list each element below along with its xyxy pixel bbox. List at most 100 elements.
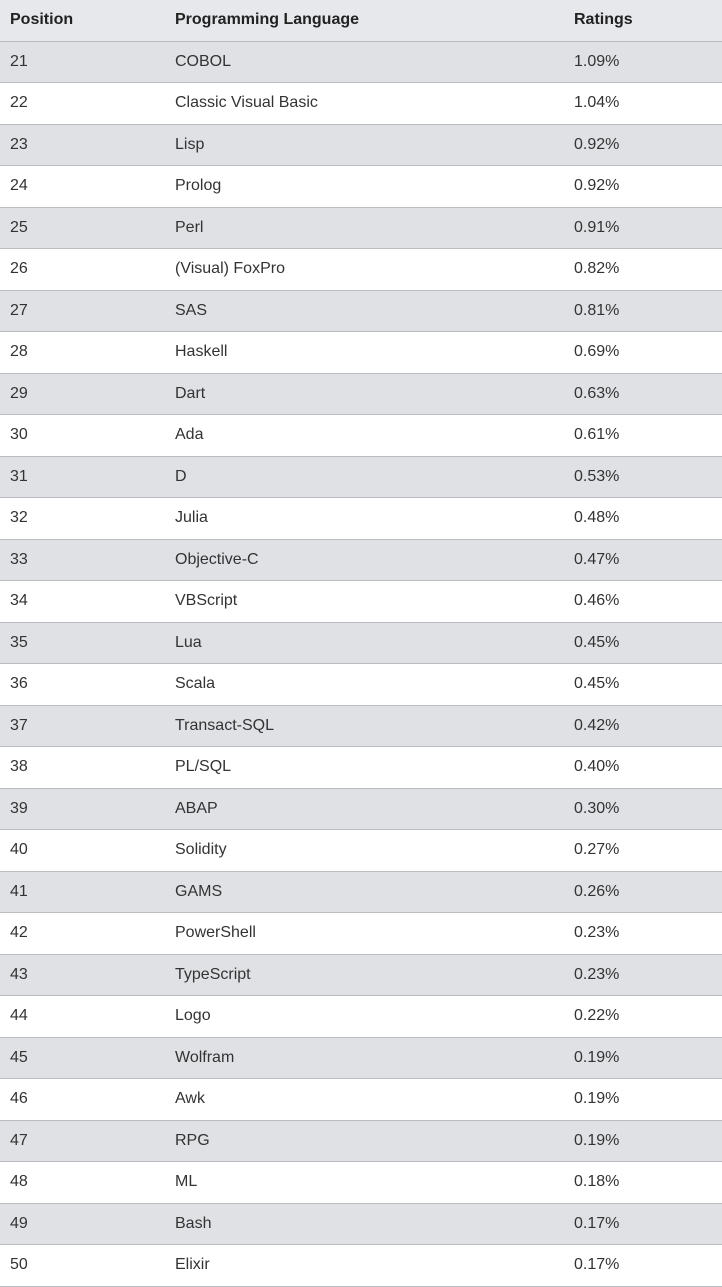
rating-cell: 0.47%	[574, 539, 722, 581]
position-cell: 42	[0, 912, 175, 955]
rating-cell: 0.42%	[574, 705, 722, 747]
position-cell: 21	[0, 41, 175, 83]
table-row: 30 Ada 0.61%	[0, 414, 722, 457]
language-cell: Perl	[175, 207, 574, 249]
table-row: 49 Bash 0.17%	[0, 1203, 722, 1245]
position-cell: 22	[0, 82, 175, 125]
language-cell: TypeScript	[175, 954, 574, 996]
table-row: 34 VBScript 0.46%	[0, 580, 722, 623]
table-header: Position Programming Language Ratings	[0, 0, 722, 42]
position-cell: 47	[0, 1120, 175, 1162]
rating-cell: 0.92%	[574, 124, 722, 166]
table-row: 38 PL/SQL 0.40%	[0, 746, 722, 789]
language-cell: Awk	[175, 1078, 574, 1121]
table-row: 33 Objective-C 0.47%	[0, 539, 722, 581]
table-row: 36 Scala 0.45%	[0, 663, 722, 706]
rating-cell: 0.19%	[574, 1078, 722, 1121]
table-row: 50 Elixir 0.17%	[0, 1244, 722, 1287]
language-cell: (Visual) FoxPro	[175, 248, 574, 291]
language-cell: COBOL	[175, 41, 574, 83]
language-cell: Solidity	[175, 829, 574, 872]
rating-cell: 0.69%	[574, 331, 722, 374]
language-cell: Lisp	[175, 124, 574, 166]
position-cell: 33	[0, 539, 175, 581]
position-cell: 31	[0, 456, 175, 498]
table-row: 27 SAS 0.81%	[0, 290, 722, 332]
header-ratings: Ratings	[574, 0, 722, 42]
position-cell: 27	[0, 290, 175, 332]
table-row: 43 TypeScript 0.23%	[0, 954, 722, 996]
rating-cell: 0.17%	[574, 1203, 722, 1245]
table-row: 47 RPG 0.19%	[0, 1120, 722, 1162]
table-row: 29 Dart 0.63%	[0, 373, 722, 415]
rating-cell: 0.45%	[574, 663, 722, 706]
position-cell: 41	[0, 871, 175, 913]
position-cell: 45	[0, 1037, 175, 1079]
rating-cell: 1.09%	[574, 41, 722, 83]
language-cell: PowerShell	[175, 912, 574, 955]
language-cell: Logo	[175, 995, 574, 1038]
table-row: 26 (Visual) FoxPro 0.82%	[0, 248, 722, 291]
language-cell: Scala	[175, 663, 574, 706]
position-cell: 23	[0, 124, 175, 166]
table-row: 35 Lua 0.45%	[0, 622, 722, 664]
rating-cell: 0.23%	[574, 912, 722, 955]
language-cell: Wolfram	[175, 1037, 574, 1079]
language-cell: Dart	[175, 373, 574, 415]
position-cell: 24	[0, 165, 175, 208]
table-row: 31 D 0.53%	[0, 456, 722, 498]
rating-cell: 0.61%	[574, 414, 722, 457]
position-cell: 43	[0, 954, 175, 996]
rating-cell: 0.23%	[574, 954, 722, 996]
language-cell: RPG	[175, 1120, 574, 1162]
language-cell: Elixir	[175, 1244, 574, 1287]
position-cell: 50	[0, 1244, 175, 1287]
position-cell: 25	[0, 207, 175, 249]
rating-cell: 0.91%	[574, 207, 722, 249]
header-position: Position	[0, 0, 175, 42]
language-cell: Julia	[175, 497, 574, 540]
language-cell: Transact-SQL	[175, 705, 574, 747]
header-row: Position Programming Language Ratings	[0, 0, 722, 42]
position-cell: 44	[0, 995, 175, 1038]
language-cell: D	[175, 456, 574, 498]
table-row: 46 Awk 0.19%	[0, 1078, 722, 1121]
rating-cell: 0.82%	[574, 248, 722, 291]
position-cell: 37	[0, 705, 175, 747]
position-cell: 26	[0, 248, 175, 291]
position-cell: 32	[0, 497, 175, 540]
table-row: 48 ML 0.18%	[0, 1161, 722, 1204]
table-row: 23 Lisp 0.92%	[0, 124, 722, 166]
position-cell: 40	[0, 829, 175, 872]
header-programming-language: Programming Language	[175, 0, 574, 42]
table-row: 45 Wolfram 0.19%	[0, 1037, 722, 1079]
table-row: 21 COBOL 1.09%	[0, 41, 722, 83]
table-row: 28 Haskell 0.69%	[0, 331, 722, 374]
language-cell: ABAP	[175, 788, 574, 830]
rating-cell: 0.17%	[574, 1244, 722, 1287]
position-cell: 28	[0, 331, 175, 374]
table-row: 39 ABAP 0.30%	[0, 788, 722, 830]
table-row: 32 Julia 0.48%	[0, 497, 722, 540]
position-cell: 38	[0, 746, 175, 789]
table-row: 24 Prolog 0.92%	[0, 165, 722, 208]
language-cell: ML	[175, 1161, 574, 1204]
position-cell: 48	[0, 1161, 175, 1204]
language-cell: Lua	[175, 622, 574, 664]
language-cell: VBScript	[175, 580, 574, 623]
rating-cell: 0.30%	[574, 788, 722, 830]
rating-cell: 0.27%	[574, 829, 722, 872]
rating-cell: 0.26%	[574, 871, 722, 913]
language-cell: PL/SQL	[175, 746, 574, 789]
table-row: 37 Transact-SQL 0.42%	[0, 705, 722, 747]
rating-cell: 0.18%	[574, 1161, 722, 1204]
table-row: 44 Logo 0.22%	[0, 995, 722, 1038]
rating-cell: 0.22%	[574, 995, 722, 1038]
language-cell: Bash	[175, 1203, 574, 1245]
position-cell: 35	[0, 622, 175, 664]
rating-cell: 0.92%	[574, 165, 722, 208]
position-cell: 49	[0, 1203, 175, 1245]
table-body: 21 COBOL 1.09% 22 Classic Visual Basic 1.04% 2…	[0, 41, 722, 1287]
rating-cell: 0.53%	[574, 456, 722, 498]
language-cell: Prolog	[175, 165, 574, 208]
